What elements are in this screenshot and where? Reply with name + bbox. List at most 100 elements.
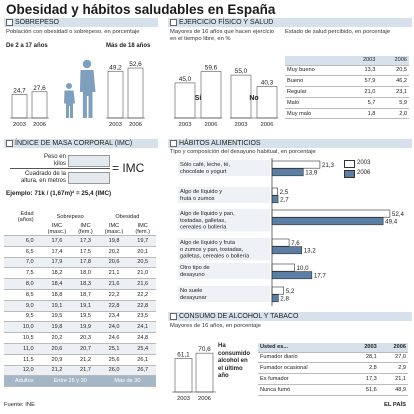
alcohol-subtitle: Mayores de 16 años, en porcentaje <box>170 323 261 329</box>
bar-ejercicio-0-1 <box>200 71 222 119</box>
bar-habitos-3-1 <box>271 246 303 255</box>
category-label-2-0: Algo de líquido y pan, <box>180 211 235 217</box>
label-habitos-1-1: 2,7 <box>280 196 289 203</box>
bar-ejercicio-1-0 <box>230 74 252 119</box>
category-label-1-1: fruta o zumos <box>180 196 215 202</box>
table-row: 8,5 18,8 18,7 22,2 22,2 <box>4 289 156 301</box>
label-alcohol-1: 70,6 <box>198 346 211 353</box>
table-row: 9,5 19,5 19,5 23,4 23,5 <box>4 311 156 323</box>
habitos-subtitle: Tipo y composición del desayuno habitual… <box>170 149 316 155</box>
table-row: 9,0 19,1 19,1 22,8 22,8 <box>4 300 156 312</box>
bar-habitos-5-1 <box>271 294 279 303</box>
bar-habitos-2-0 <box>271 209 391 218</box>
tick-alcohol-1: 2006 <box>198 396 211 402</box>
tick-sobrepeso-0-1: 2006 <box>33 122 46 128</box>
category-label-0-0: Sólo café, leche, té, <box>180 162 230 168</box>
adults-label: Más de 18 años <box>106 43 151 49</box>
label-habitos-5-1: 2,8 <box>280 295 289 302</box>
category-label-4-1: desayuno <box>180 272 205 278</box>
peso-box <box>68 155 110 167</box>
bar-habitos-1-0 <box>271 187 278 196</box>
bar-alcohol-0 <box>174 358 193 393</box>
category-label-5-0: No suele <box>180 288 202 294</box>
label-habitos-4-0: 10,0 <box>297 265 310 272</box>
adult-body-icon <box>79 70 96 118</box>
bar-habitos-4-1 <box>271 271 313 280</box>
label-habitos-5-0: 5,2 <box>286 288 295 295</box>
category-label-2-1: tostadas, galletas, <box>180 218 226 224</box>
section-marker-icon <box>170 18 177 26</box>
category-label-4-0: Otro tipo de <box>180 265 210 271</box>
page-title: Obesidad y hábitos saludables en España <box>6 2 276 17</box>
label-sobrepeso-0-0: 24,7 <box>13 88 26 95</box>
label-sobrepeso-1-0: 49,2 <box>109 64 122 71</box>
category-label-0-1: chocolate o yogurt <box>180 169 227 175</box>
tick-ejercicio-0-0: 2003 <box>179 122 192 128</box>
tick-sobrepeso-0-0: 2003 <box>13 122 26 128</box>
table-row: 10,5 20,2 20,3 24,6 24,8 <box>4 332 156 344</box>
bar-habitos-2-1 <box>271 217 384 226</box>
alcohol-header: CONSUMO DE ALCOHOL Y TABACO <box>168 312 412 321</box>
bar-habitos-1-1 <box>271 195 279 204</box>
bar-alcohol-1 <box>195 352 214 393</box>
bar-habitos-4-0 <box>271 263 295 272</box>
legend-2003-swatch <box>344 160 355 168</box>
table-row: 12,0 21,2 21,7 26,0 26,7 <box>4 365 156 377</box>
kids-label: De 2 a 17 años <box>6 43 48 49</box>
category-bg-1 <box>178 187 270 203</box>
ejercicio-header: EJERCICIO FÍSICO Y SALUD <box>168 18 412 27</box>
category-label-3-1: o zumos y pan, tostadas, <box>180 247 244 253</box>
altura-box <box>68 172 110 184</box>
label-ejercicio-1-1: 40,3 <box>261 80 274 87</box>
bar-habitos-0-1 <box>271 168 304 177</box>
label-habitos-0-1: 13,9 <box>305 169 318 176</box>
category-label-3-0: Algo de líquido y fruta <box>180 240 236 246</box>
label-habitos-2-0: 52,4 <box>392 211 405 218</box>
section-marker-icon <box>6 139 13 147</box>
legend-2003-label: 2003 <box>357 159 371 166</box>
sobrepeso-header: SOBREPESO <box>4 18 158 27</box>
footer-source: Fuente: INE <box>4 402 35 408</box>
bar-habitos-5-0 <box>271 286 284 295</box>
adult-head-icon <box>82 59 92 69</box>
tick-ejercicio-1-1: 2006 <box>261 122 274 128</box>
tick-sobrepeso-1-0: 2003 <box>109 122 122 128</box>
table-row: 11,0 20,6 20,7 25,1 25,4 <box>4 343 156 355</box>
series-ejercicio-0: Sí <box>195 95 203 102</box>
category-bg-2 <box>178 209 270 232</box>
category-label-1-0: Algo de líquido y <box>180 189 222 195</box>
peso-label: Peso en kilos <box>43 154 66 167</box>
bar-sobrepeso-1-0 <box>107 70 124 119</box>
category-bg-4 <box>178 263 270 279</box>
section-marker-icon <box>170 312 177 320</box>
table-row-adultos: Adultos Entre 25 y 30 Más de 30 <box>4 375 156 388</box>
category-label-2-2: cereales o bollería <box>180 225 227 231</box>
bar-ejercicio-1-1 <box>256 86 278 119</box>
table-row: 8,0 18,4 18,3 21,6 21,6 <box>4 278 156 290</box>
footer-brand: EL PAÍS <box>384 402 407 408</box>
child-body-icon <box>64 90 75 118</box>
label-ejercicio-0-0: 45,0 <box>179 76 192 83</box>
bar-sobrepeso-0-0 <box>11 94 28 119</box>
label-habitos-4-1: 17,7 <box>314 272 327 279</box>
bar-sobrepeso-1-1 <box>127 67 144 119</box>
tick-alcohol-0: 2003 <box>177 396 190 402</box>
label-habitos-3-0: 7,6 <box>291 240 300 247</box>
category-label-5-1: desayunar <box>180 295 207 301</box>
tick-sobrepeso-1-1: 2006 <box>129 122 142 128</box>
label-alcohol-0: 61,1 <box>177 351 190 358</box>
category-bg-3 <box>178 238 270 261</box>
imc-header: ÍNDICE DE MASA CORPORAL (IMC) <box>4 139 158 148</box>
tick-ejercicio-0-1: 2006 <box>205 122 218 128</box>
legend-2006-label: 2006 <box>357 169 371 176</box>
category-label-3-2: galletas, cereales o bollería <box>180 254 250 260</box>
table-row: 6,5 17,4 17,5 20,2 20,1 <box>4 246 156 258</box>
tick-ejercicio-1-0: 2003 <box>235 122 248 128</box>
sobrepeso-subtitle: Población con obesidad o sobrepeso, en p… <box>6 29 140 35</box>
label-habitos-3-1: 13,2 <box>304 247 317 254</box>
child-head-icon <box>66 83 72 89</box>
imc-formula: = IMC <box>112 161 145 175</box>
ejercicio-subtitle: Mayores de 16 años que hacen ejercicio e… <box>170 29 275 42</box>
section-marker-icon <box>6 18 13 26</box>
